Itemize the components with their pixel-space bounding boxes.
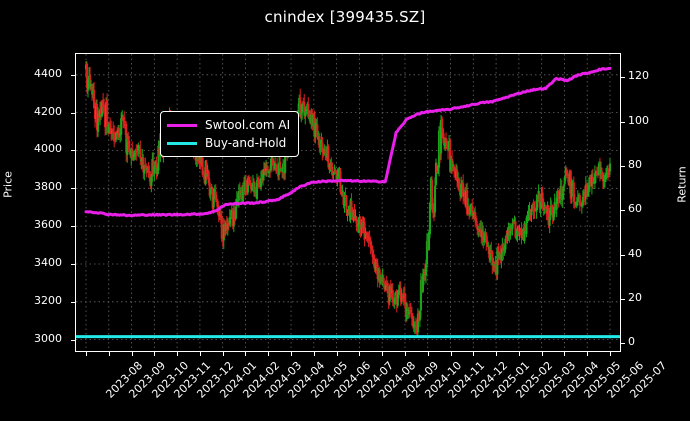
y-tick-left-3400: 3400	[34, 256, 69, 269]
x-tickmark	[268, 352, 270, 356]
x-tickmark	[427, 352, 429, 356]
y-tick-left-3200: 3200	[34, 294, 69, 307]
x-tickmark	[86, 352, 87, 356]
legend-item-bh: Buy-and-Hold	[167, 134, 290, 152]
legend-swatch-bh	[167, 141, 197, 145]
y-tick-left-label: 3000	[34, 331, 62, 345]
y-tickmark-right	[621, 165, 625, 167]
y-tickmark-left	[71, 188, 75, 190]
x-tickmark	[359, 352, 361, 356]
legend-swatch-ai	[167, 123, 197, 127]
x-tickmark	[450, 352, 452, 356]
y-tick-right-120: 120	[628, 69, 649, 83]
y-tick-left-label: 4000	[34, 142, 62, 156]
plot-area: Swtool.com AI Buy-and-Hold	[75, 53, 621, 352]
y-tick-left-label: 3800	[34, 180, 62, 194]
legend-label-ai: Swtool.com AI	[205, 118, 291, 132]
x-tickmark	[108, 352, 110, 356]
y-tickmark-left	[71, 74, 75, 76]
y-tickmark-left	[71, 112, 75, 114]
y-tick-left-label: 4200	[34, 104, 62, 118]
y-tickmark-right	[621, 210, 625, 212]
y-tickmark-right	[621, 77, 625, 79]
y-tick-right-20: 20	[628, 290, 642, 304]
y-tickmark-right	[621, 121, 625, 123]
y-tick-left-4400: 4400	[34, 67, 69, 80]
y-tick-left-label: 4400	[34, 66, 62, 80]
y-tick-left-3000: 3000	[34, 332, 69, 345]
y-tick-left-label: 3600	[34, 218, 62, 232]
x-tickmark	[496, 352, 498, 356]
x-tickmark	[610, 352, 611, 356]
x-tickmark	[131, 352, 133, 356]
y-tick-left-label: 3200	[34, 293, 62, 307]
x-tickmark	[473, 352, 475, 356]
legend-label-bh: Buy-and-Hold	[205, 136, 287, 150]
x-tickmark	[177, 352, 179, 356]
x-tickmark	[245, 352, 247, 356]
x-tickmark	[154, 352, 156, 356]
y-axis-left-label: Price	[1, 171, 15, 198]
candlestick-series	[84, 61, 612, 337]
y-tickmark-right	[621, 254, 625, 256]
x-tickmark	[518, 352, 520, 356]
chart-title: cnindex [399435.SZ]	[264, 8, 426, 26]
y-tickmark-left	[71, 339, 75, 341]
x-tickmark	[199, 352, 201, 356]
swtool-ai-line	[84, 66, 612, 218]
x-tickmark	[382, 352, 384, 356]
y-tick-right-80: 80	[628, 157, 642, 171]
x-tickmark	[291, 352, 293, 356]
plot-canvas	[76, 54, 620, 351]
y-tickmark-right	[621, 298, 625, 300]
y-tickmark-right	[621, 343, 625, 345]
y-tickmark-left	[71, 301, 75, 303]
y-tick-left-3600: 3600	[34, 218, 69, 231]
y-tick-right-0: 0	[628, 335, 635, 349]
y-tick-left-label: 3400	[34, 255, 62, 269]
y-tick-left-3800: 3800	[34, 180, 69, 193]
y-tick-right-40: 40	[628, 246, 642, 260]
x-tickmark	[222, 352, 224, 356]
y-tick-left-4000: 4000	[34, 142, 69, 155]
legend-item-ai: Swtool.com AI	[167, 116, 290, 134]
y-tickmark-left	[71, 150, 75, 152]
x-tickmark	[336, 352, 338, 356]
legend: Swtool.com AI Buy-and-Hold	[160, 111, 300, 157]
y-tick-right-100: 100	[628, 113, 649, 127]
y-tick-right-60: 60	[628, 202, 642, 216]
y-axis-right-label: Return	[675, 166, 689, 203]
x-tickmark	[564, 352, 566, 356]
x-tickmark	[313, 352, 315, 356]
y-tick-left-4200: 4200	[34, 105, 69, 118]
x-tickmark	[587, 352, 589, 356]
x-tickmark	[541, 352, 543, 356]
y-tickmark-left	[71, 263, 75, 265]
x-tickmark	[404, 352, 406, 356]
gridlines	[76, 54, 620, 351]
y-tickmark-left	[71, 226, 75, 228]
